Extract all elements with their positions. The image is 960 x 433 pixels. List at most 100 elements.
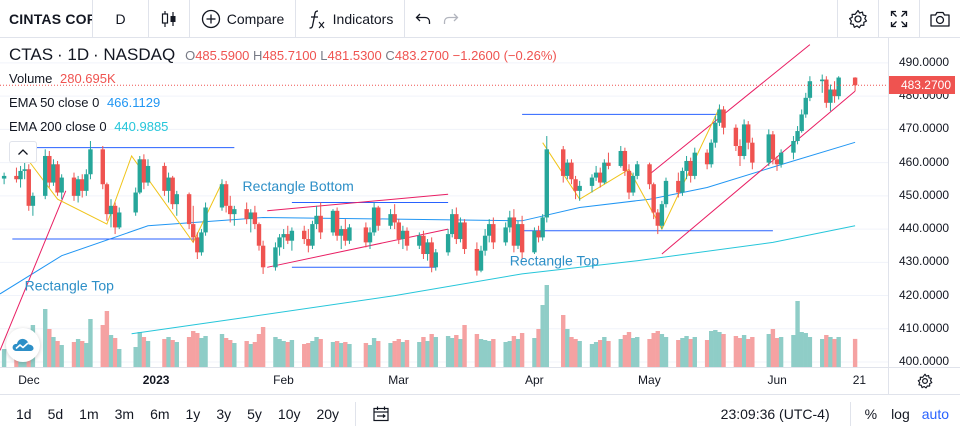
auto-scale-toggle[interactable]: auto <box>921 406 949 422</box>
candle-down <box>195 232 200 259</box>
settings-button[interactable] <box>838 0 878 38</box>
legend-volume-row[interactable]: Volume 280.695K <box>9 70 557 94</box>
range-button-3y[interactable]: 3y <box>216 406 232 422</box>
volume-bar <box>655 331 660 367</box>
candle-down <box>252 205 258 230</box>
indicators-label: Indicators <box>332 10 394 27</box>
trend-line-drawing[interactable] <box>661 90 856 255</box>
plus-circle-icon <box>201 9 220 28</box>
range-button-6m[interactable]: 6m <box>150 406 170 422</box>
candle-body <box>367 232 373 243</box>
candle-body <box>507 217 512 228</box>
candle-up <box>330 209 336 236</box>
candle-body <box>59 177 64 193</box>
text-annotation[interactable]: Rectangle Bottom <box>243 178 354 194</box>
chart-pane[interactable]: Rectangle Bottom Rectangle Top Rectangle T… <box>0 38 888 367</box>
drawings[interactable] <box>0 44 856 351</box>
snapshot-button[interactable] <box>920 0 960 38</box>
candle-up <box>59 174 64 200</box>
range-button-3m[interactable]: 3m <box>114 406 135 422</box>
redo-button[interactable] <box>437 0 465 38</box>
symbol-search-button[interactable]: CINTAS COF <box>9 10 92 27</box>
candle-down <box>343 219 348 246</box>
volume-bar <box>487 341 492 367</box>
annotations[interactable]: Rectangle Bottom Rectangle Top Rectangle T… <box>25 178 600 294</box>
candle-up <box>680 167 685 196</box>
candle-body <box>536 230 541 238</box>
legend-ema50-row[interactable]: EMA 50 close 0 466.1129 <box>9 94 557 118</box>
candle-up <box>339 225 344 250</box>
indicators-button[interactable]: Indicators <box>296 0 404 38</box>
compare-button[interactable]: Compare <box>190 0 295 38</box>
candle-body <box>741 124 747 156</box>
text-annotation[interactable]: Rectangle Top <box>510 253 599 269</box>
legend-ohlc: O485.5900 H485.7100 L481.5300 C483.2700 … <box>185 48 557 63</box>
interval-button[interactable]: D <box>115 10 126 27</box>
candle-down <box>622 147 628 176</box>
candle-up <box>478 245 484 273</box>
range-button-5d[interactable]: 5d <box>47 406 64 422</box>
candle-up <box>108 199 114 228</box>
range-button-5y[interactable]: 5y <box>247 406 262 422</box>
candle-up <box>659 200 665 230</box>
volume-bar <box>219 334 225 367</box>
axis-settings-button[interactable] <box>888 367 960 394</box>
ema200-path <box>131 225 856 335</box>
candle-down <box>647 162 652 190</box>
fullscreen-button[interactable] <box>879 0 919 38</box>
range-button-1y[interactable]: 1y <box>185 406 201 422</box>
volume-bar <box>593 342 599 367</box>
volume-bar <box>803 333 808 367</box>
candle-up <box>347 224 352 245</box>
candle-body <box>462 222 467 250</box>
undo-button[interactable] <box>409 0 437 38</box>
percent-scale-toggle[interactable]: % <box>864 406 878 422</box>
trend-line-drawing[interactable] <box>0 190 67 351</box>
candle-up <box>117 207 122 230</box>
candle-body <box>47 155 52 183</box>
candle-down <box>170 175 175 210</box>
volume-bar <box>170 340 175 367</box>
time-axis[interactable]: Dec 2023 Feb Mar Apr May Jun 21 <box>0 367 888 394</box>
volume-bar <box>507 341 512 367</box>
divider <box>92 0 93 38</box>
candle-body <box>55 164 60 193</box>
candle-down <box>676 172 681 198</box>
price-axis[interactable]: 490.0000 480.0000 470.0000 460.0000 450.0000… <box>888 38 960 368</box>
trend-line-drawing[interactable] <box>267 193 449 212</box>
candle-up <box>314 205 319 230</box>
price-chart[interactable]: Rectangle Bottom Rectangle Top Rectangle T… <box>0 38 888 367</box>
chart-style-button[interactable] <box>149 0 189 38</box>
candle-up <box>515 220 521 250</box>
trend-line-drawing[interactable] <box>649 44 811 175</box>
go-to-date-button[interactable] <box>372 405 390 423</box>
candle-up <box>277 234 282 256</box>
candle-down <box>14 167 19 183</box>
candle-down <box>334 207 340 241</box>
range-button-20y[interactable]: 20y <box>316 406 340 422</box>
candle-body <box>18 170 23 180</box>
candle-body <box>248 212 253 220</box>
tradingview-logo-button[interactable] <box>6 328 40 362</box>
timezone-clock[interactable]: 23:09:36 (UTC-4) <box>720 406 830 422</box>
legend-collapse-button[interactable] <box>9 141 37 163</box>
divider <box>849 402 851 426</box>
volume-bar <box>425 341 430 367</box>
range-button-10y[interactable]: 10y <box>277 406 301 422</box>
candle-body <box>852 77 858 86</box>
log-scale-toggle[interactable]: log <box>891 406 910 422</box>
range-button-1d[interactable]: 1d <box>16 406 32 422</box>
candle-down <box>573 175 578 200</box>
volume-bar <box>770 329 776 367</box>
trend-line-drawing[interactable] <box>267 228 449 268</box>
volume-bar <box>561 315 566 367</box>
volume-bar <box>174 342 179 367</box>
candle-up <box>766 129 771 166</box>
range-button-1m[interactable]: 1m <box>79 406 99 422</box>
text-annotation[interactable]: Rectangle Top <box>25 278 114 294</box>
legend-ema200-row[interactable]: EMA 200 close 0 440.9885 <box>9 118 557 142</box>
candle-down <box>318 202 323 240</box>
volume-bar <box>232 343 237 367</box>
volume-bar <box>347 344 352 367</box>
pattern-drawing[interactable] <box>28 154 223 244</box>
